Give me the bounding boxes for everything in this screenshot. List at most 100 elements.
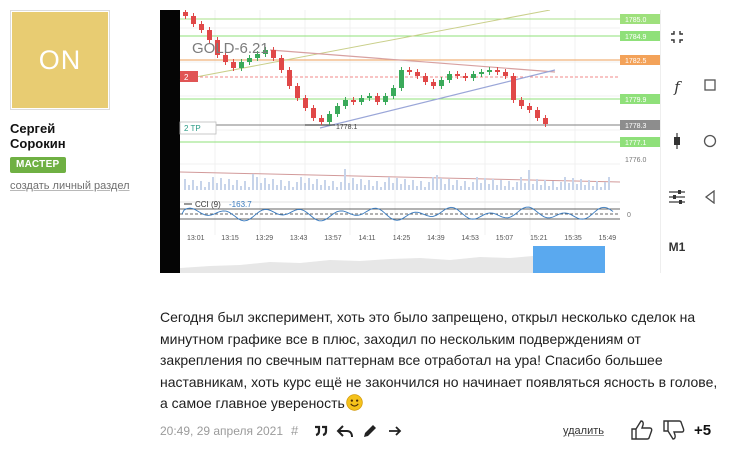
- volume-bar: [348, 183, 350, 190]
- permalink-hash[interactable]: #: [291, 423, 299, 438]
- candles-icon[interactable]: [665, 130, 689, 152]
- volume-bar: [300, 177, 302, 190]
- reply-icon[interactable]: [336, 422, 354, 440]
- volume-bar: [604, 182, 606, 190]
- volume-bar: [292, 187, 294, 190]
- volume-bar: [556, 187, 558, 190]
- post-footer: 20:49, 29 апреля 2021 # удалить +5: [160, 419, 725, 441]
- tp-tag: 2 TP: [184, 124, 201, 133]
- volume-bar: [588, 180, 590, 190]
- volume-bar: [436, 175, 438, 190]
- volume-bar: [576, 184, 578, 190]
- volume-bar: [560, 182, 562, 190]
- chart-side-toolbar: f M1: [660, 10, 725, 273]
- volume-bar: [392, 183, 394, 190]
- create-section-link[interactable]: создать личный раздел: [10, 180, 130, 192]
- thumbs-up-icon[interactable]: [630, 419, 654, 441]
- author-avatar[interactable]: ON: [10, 10, 110, 110]
- volume-bar: [500, 180, 502, 190]
- time-tick-label: 15:07: [496, 235, 514, 242]
- volume-bar: [228, 179, 230, 190]
- time-tick-label: 13:43: [290, 235, 308, 242]
- time-tick-label: 14:53: [461, 235, 479, 242]
- square-icon[interactable]: [699, 74, 721, 96]
- volume-bar: [592, 186, 594, 190]
- author-first-name: Сергей: [10, 121, 56, 136]
- volume-bar: [296, 182, 298, 190]
- volume-bar: [584, 185, 586, 190]
- volume-bar: [488, 184, 490, 190]
- volume-bar: [536, 179, 538, 190]
- post-date[interactable]: 20:49, 29 апреля 2021: [160, 424, 284, 438]
- volume-bar: [268, 184, 270, 190]
- volume-bar: [480, 183, 482, 190]
- vote-score: +5: [694, 422, 712, 439]
- volume-bar: [204, 187, 206, 190]
- price-tag-1: 1782.5: [625, 58, 647, 65]
- volume-bar: [340, 182, 342, 190]
- chart-screenshot: 1778.1 GOLD-6.21 2 2 TP 1785.0 1784.9 17…: [160, 10, 725, 273]
- price-tag-2: 1779.9: [625, 97, 647, 104]
- volume-bar: [336, 187, 338, 190]
- timeframe-button[interactable]: M1: [668, 240, 686, 254]
- low-price-label: 1778.1: [336, 124, 358, 131]
- volume-bar: [312, 184, 314, 190]
- edit-pencil-icon[interactable]: [361, 422, 379, 440]
- volume-bar: [356, 184, 358, 190]
- volume-bar: [352, 178, 354, 190]
- delete-link[interactable]: удалить: [563, 425, 605, 437]
- volume-bar: [448, 179, 450, 190]
- price-tag-top: 1785.0: [625, 17, 647, 24]
- alert-tag: 2: [184, 73, 189, 82]
- volume-bar: [484, 178, 486, 190]
- volume-bar: [248, 187, 250, 190]
- volume-bars: [184, 169, 610, 190]
- volume-bar: [360, 179, 362, 190]
- volume-bar: [316, 179, 318, 190]
- volume-bar: [332, 181, 334, 190]
- author-name[interactable]: Сергей Сорокин: [10, 121, 120, 151]
- time-axis: 13:01 13:15 13:29 13:43 13:57 14:11 14:25 14:39…: [187, 235, 616, 242]
- volume-bar: [224, 184, 226, 190]
- volume-bar: [260, 183, 262, 190]
- forward-arrow-icon[interactable]: [386, 422, 404, 440]
- volume-bar: [544, 180, 546, 190]
- volume-bar: [456, 180, 458, 190]
- volume-bar: [232, 185, 234, 190]
- volume-bar: [184, 179, 186, 190]
- function-icon[interactable]: f: [674, 78, 680, 96]
- volume-bar: [452, 185, 454, 190]
- volume-bar: [596, 181, 598, 190]
- back-triangle-icon[interactable]: [699, 186, 721, 208]
- navigator-window: [533, 246, 605, 273]
- volume-bar: [424, 187, 426, 190]
- volume-bar: [512, 187, 514, 190]
- volume-bar: [460, 186, 462, 190]
- post-body: Сегодня был эксперимент, хоть это было з…: [160, 307, 725, 415]
- volume-bar: [492, 179, 494, 190]
- volume-bar: [444, 184, 446, 190]
- volume-bar: [568, 183, 570, 190]
- thumbs-down-icon[interactable]: [662, 419, 686, 441]
- time-tick-label: 14:11: [359, 235, 376, 242]
- volume-bar: [520, 177, 522, 190]
- quote-icon[interactable]: [312, 422, 330, 440]
- volume-bar: [476, 177, 478, 190]
- volume-bar: [376, 181, 378, 190]
- circle-icon[interactable]: [699, 130, 721, 152]
- crosshair-icon[interactable]: [665, 26, 689, 48]
- volume-bar: [380, 187, 382, 190]
- time-tick-label: 13:15: [221, 235, 239, 242]
- volume-bar: [416, 186, 418, 190]
- trend-line-resistance: [269, 49, 556, 73]
- volume-bar: [516, 182, 518, 190]
- volume-bar: [188, 185, 190, 190]
- navigator-area: [180, 256, 533, 273]
- volume-bar: [256, 177, 258, 190]
- indicator-zero: 0: [627, 212, 631, 219]
- time-tick-label: 13:01: [187, 235, 205, 242]
- price-candles: [183, 10, 548, 127]
- trend-line-volume: [179, 171, 621, 183]
- sliders-icon[interactable]: [665, 186, 689, 208]
- price-tag-4: 1777.1: [625, 140, 647, 147]
